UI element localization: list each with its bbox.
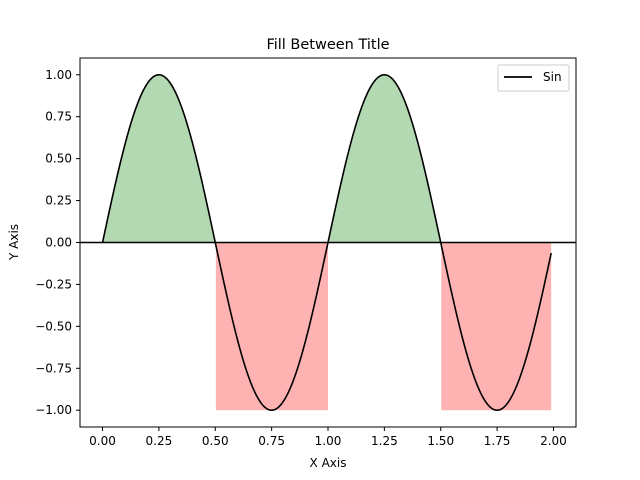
positive-fill-region-1 bbox=[329, 74, 441, 243]
legend: Sin bbox=[497, 64, 570, 92]
y-tick-label: −0.75 bbox=[35, 361, 72, 375]
series-line-sin bbox=[101, 73, 552, 412]
y-axis-label: Y Axis bbox=[7, 224, 21, 261]
x-tick-label: 0.50 bbox=[202, 434, 229, 448]
x-tick-label: 1.00 bbox=[315, 434, 342, 448]
y-tick-label: 0.50 bbox=[45, 152, 72, 166]
chart-title: Fill Between Title bbox=[266, 37, 389, 53]
x-tick-label: 1.75 bbox=[484, 434, 511, 448]
negative-fill-region-1 bbox=[215, 242, 328, 411]
y-tick-label: 1.00 bbox=[45, 68, 72, 82]
x-axis-label: X Axis bbox=[310, 456, 347, 470]
x-tick-label: 0.75 bbox=[258, 434, 285, 448]
y-tick-label: 0.00 bbox=[45, 236, 72, 250]
y-tick-label: 0.25 bbox=[45, 194, 72, 208]
y-tick-label: −0.25 bbox=[35, 277, 72, 291]
x-tick-label: 0.25 bbox=[146, 434, 173, 448]
y-tick-label: −0.50 bbox=[35, 319, 72, 333]
legend-label-sin: Sin bbox=[543, 70, 562, 84]
x-tick-label: 1.25 bbox=[371, 434, 398, 448]
series-lines bbox=[101, 73, 552, 412]
y-tick-label: −1.00 bbox=[35, 403, 72, 417]
positive-fill-region-0 bbox=[102, 74, 215, 243]
x-tick-label: 0.00 bbox=[89, 434, 116, 448]
y-axis: 1.00 0.75 0.50 0.25 0.00 −0.25 −0.50 −0.75 −1.00 bbox=[35, 68, 80, 417]
x-axis: 0.00 0.25 0.50 0.75 1.00 1.25 1.50 1.75 2.00 bbox=[89, 427, 567, 448]
y-tick-label: 0.75 bbox=[45, 110, 72, 124]
x-tick-label: 2.00 bbox=[540, 434, 567, 448]
legend-box bbox=[497, 64, 570, 92]
x-tick-label: 1.50 bbox=[427, 434, 454, 448]
